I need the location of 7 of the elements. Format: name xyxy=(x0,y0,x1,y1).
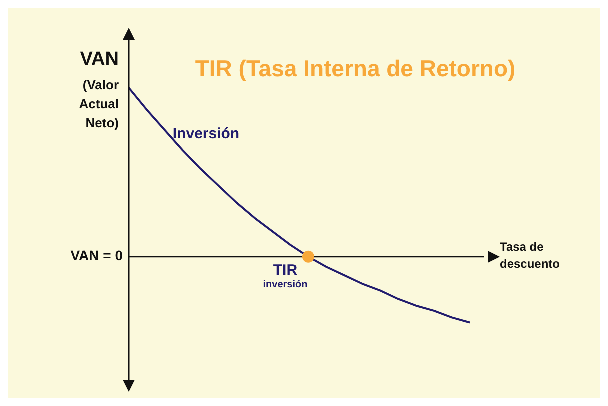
text: VAN = 0 xyxy=(70,248,124,264)
annotation: inversión xyxy=(263,280,308,291)
chart-title: TIR (Tasa Interna de Retorno) xyxy=(195,55,516,82)
x-axis-title: Tasa de descuento xyxy=(500,240,560,272)
annotation: TIR xyxy=(273,262,298,280)
series-label: Inversión xyxy=(172,125,240,142)
y-axis-title: VAN (Valor Actual Neto) xyxy=(79,49,119,131)
